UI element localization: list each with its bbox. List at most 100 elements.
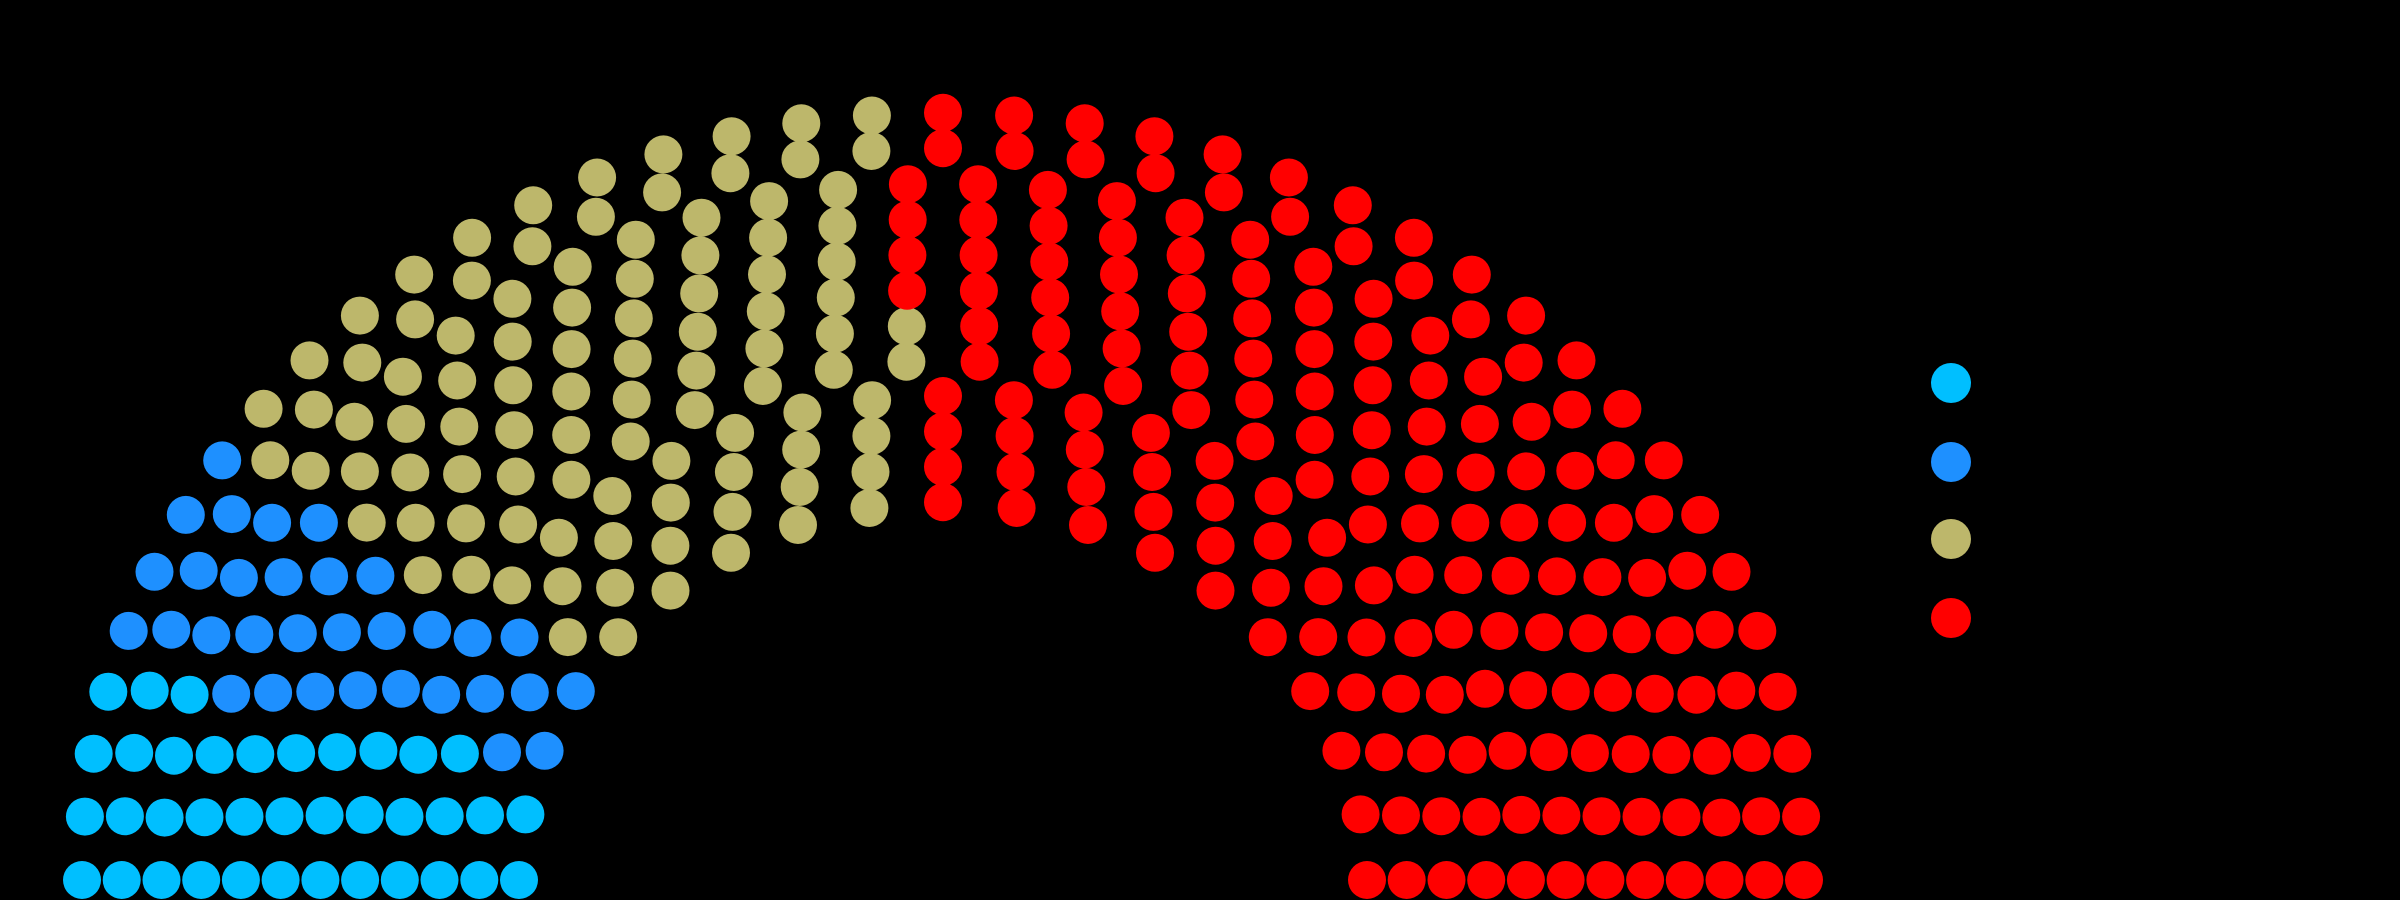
seat-dot-party-cyan xyxy=(102,861,141,899)
seat-dot-party-cyan xyxy=(425,797,464,836)
seat-dot-party-red xyxy=(1422,797,1461,836)
seat-dot-party-cyan xyxy=(236,735,275,774)
seat-dot-party-red xyxy=(1451,503,1490,542)
seat-dot-party-red xyxy=(1167,274,1206,313)
seat-dot-party-red xyxy=(1135,117,1174,156)
seat-dot-party-red xyxy=(1172,391,1211,430)
seat-dot-party-blue xyxy=(525,731,564,770)
seat-dot-party-red xyxy=(1681,495,1720,534)
seat-dot-party-red xyxy=(1738,611,1777,650)
seat-dot-party-red xyxy=(1028,170,1067,209)
seat-dot-party-cyan xyxy=(261,861,300,899)
seat-dot-party-red xyxy=(1030,242,1069,281)
seat-dot-party-red xyxy=(924,483,962,522)
seat-dot-party-cyan xyxy=(170,675,209,714)
seat-dot-party-khaki xyxy=(599,618,638,657)
seat-dot-party-red xyxy=(1466,669,1504,708)
seat-dot-party-khaki xyxy=(396,300,435,339)
seat-dot-party-red xyxy=(1529,733,1568,772)
seat-dot-party-red xyxy=(1354,322,1393,361)
seat-dot-party-khaki xyxy=(578,158,617,197)
seat-dot-party-red xyxy=(1170,351,1209,390)
seat-dot-party-khaki xyxy=(436,316,475,355)
seat-dot-party-red xyxy=(1705,861,1744,899)
seat-dot-party-red xyxy=(1553,390,1592,429)
seat-dot-party-khaki xyxy=(387,404,426,443)
seat-dot-party-red xyxy=(1235,380,1274,419)
seat-dot-party-khaki xyxy=(682,198,721,237)
seat-dot-party-red xyxy=(1102,329,1141,368)
seat-dot-party-blue xyxy=(192,616,231,655)
seat-dot-party-red xyxy=(1032,314,1071,353)
seat-dot-party-cyan xyxy=(305,796,344,835)
seat-dot-party-red xyxy=(1582,797,1621,836)
seat-dot-party-khaki xyxy=(594,522,633,560)
seat-dot-party-red xyxy=(1452,255,1491,294)
seat-dot-party-khaki xyxy=(615,259,654,298)
seat-dot-party-blue xyxy=(322,613,361,652)
seat-dot-party-khaki xyxy=(291,451,330,490)
seat-dot-party-cyan xyxy=(420,861,459,899)
seat-dot-party-red xyxy=(1341,795,1380,834)
seat-dot-party-red xyxy=(1033,350,1072,389)
seat-dot-party-red xyxy=(1462,797,1501,836)
seat-dot-party-khaki xyxy=(396,503,435,542)
seat-dot-party-cyan xyxy=(399,735,438,774)
seat-dot-party-khaki xyxy=(711,154,750,193)
seat-dot-party-red xyxy=(1254,477,1293,515)
seat-dot-party-cyan xyxy=(506,795,545,834)
seat-dot-party-red xyxy=(1394,218,1433,257)
seat-dot-party-blue xyxy=(152,610,191,649)
seat-dot-party-cyan xyxy=(63,861,101,899)
seat-dot-party-red xyxy=(1136,533,1174,572)
seat-dot-party-red xyxy=(1395,555,1434,594)
seat-dot-party-cyan xyxy=(182,861,221,899)
seat-dot-party-red xyxy=(1507,452,1546,491)
legend-marker-party-red xyxy=(1931,598,1971,638)
seat-dot-party-khaki xyxy=(714,453,753,491)
seat-dot-party-khaki xyxy=(852,132,891,170)
seat-dot-party-red xyxy=(1104,367,1143,405)
seat-dot-party-red xyxy=(1548,503,1587,542)
seat-dot-party-red xyxy=(1594,503,1633,542)
seat-dot-party-red xyxy=(1067,468,1106,506)
seat-dot-party-red xyxy=(1635,674,1674,713)
seat-dot-party-blue xyxy=(166,495,205,534)
seat-dot-party-khaki xyxy=(853,381,892,420)
seat-dot-party-red xyxy=(1782,797,1821,836)
seat-dot-party-cyan xyxy=(301,861,340,899)
seat-dot-party-cyan xyxy=(440,734,479,773)
seat-dot-party-red xyxy=(1098,218,1137,257)
seat-dot-party-red xyxy=(1251,568,1290,607)
seat-dot-party-khaki xyxy=(678,312,717,351)
seat-dot-party-red xyxy=(1411,316,1450,355)
seat-dot-party-red xyxy=(1295,460,1334,499)
seat-dot-party-khaki xyxy=(499,505,538,544)
seat-dot-party-red xyxy=(1427,861,1466,899)
seat-dot-party-red xyxy=(1295,416,1334,454)
seat-dot-party-blue xyxy=(212,674,251,713)
seat-dot-party-blue xyxy=(296,672,335,711)
seat-dot-party-red xyxy=(1502,795,1541,834)
seat-dot-party-cyan xyxy=(345,795,384,834)
seat-dot-party-khaki xyxy=(652,441,691,480)
seat-dot-party-red xyxy=(1295,372,1334,411)
seat-dot-party-red xyxy=(1655,616,1694,655)
seat-dot-party-red xyxy=(995,417,1034,455)
seat-dot-party-cyan xyxy=(277,734,316,773)
seat-dot-party-khaki xyxy=(543,567,582,606)
seat-dot-party-red xyxy=(1425,675,1464,714)
seat-dot-party-red xyxy=(1248,618,1287,657)
seat-dot-party-red xyxy=(1395,261,1434,300)
seat-dot-party-khaki xyxy=(391,453,430,492)
seat-dot-party-khaki xyxy=(651,571,690,610)
seat-dot-party-red xyxy=(1269,158,1308,197)
seat-dot-party-blue xyxy=(253,503,292,542)
seat-dot-party-red xyxy=(1407,407,1446,446)
seat-dot-party-cyan xyxy=(155,736,193,775)
seat-dot-party-khaki xyxy=(403,556,442,595)
seat-dot-party-cyan xyxy=(130,671,169,710)
seat-dot-party-red xyxy=(1304,567,1343,606)
